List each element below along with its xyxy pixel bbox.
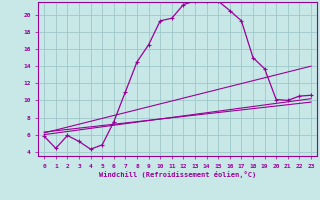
X-axis label: Windchill (Refroidissement éolien,°C): Windchill (Refroidissement éolien,°C) xyxy=(99,171,256,178)
